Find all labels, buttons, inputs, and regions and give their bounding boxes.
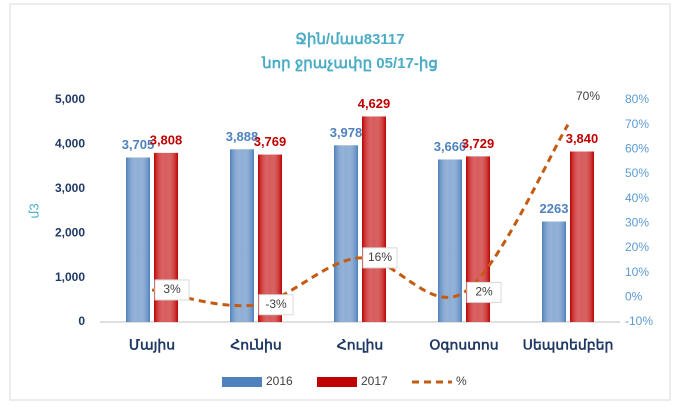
data-label: 2263 xyxy=(540,201,569,216)
x-tick-label: Մայիս xyxy=(129,337,175,354)
bar-shine xyxy=(362,116,386,322)
y2-tick-label: 20% xyxy=(625,240,649,254)
bar-shine xyxy=(230,149,254,322)
y2-tick-label: 80% xyxy=(625,92,649,106)
x-tick-label: Հունիս xyxy=(230,337,282,354)
label-box xyxy=(466,281,502,303)
data-label: 2% xyxy=(475,285,493,299)
y2-tick-label: 10% xyxy=(625,265,649,279)
y-tick-label: 3,000 xyxy=(55,181,85,195)
bar-shine xyxy=(542,221,566,322)
data-label: 3,840 xyxy=(566,131,599,146)
data-label: 3,769 xyxy=(254,134,287,149)
chart-title: Ջին/մաս83117 xyxy=(295,31,404,48)
data-label: 3,978 xyxy=(330,125,363,140)
label-box xyxy=(258,294,294,316)
y-tick-label: 2,000 xyxy=(55,225,85,239)
label-box xyxy=(154,279,190,301)
data-label: 16% xyxy=(368,250,392,264)
legend-swatch xyxy=(317,377,357,387)
data-label: 3,888 xyxy=(226,129,259,144)
legend-label: 2016 xyxy=(266,374,293,388)
y2-tick-label: 60% xyxy=(625,142,649,156)
y2-tick-label: 40% xyxy=(625,191,649,205)
bar-shine xyxy=(258,154,282,322)
legend-label: % xyxy=(456,374,467,388)
data-label: -3% xyxy=(265,297,287,311)
y2-tick-label: 30% xyxy=(625,216,649,230)
y-tick-label: 5,000 xyxy=(55,92,85,106)
data-label: 3,660 xyxy=(434,139,467,154)
label-box xyxy=(571,86,605,107)
y2-tick-label: 50% xyxy=(625,166,649,180)
data-label: 3% xyxy=(163,282,181,296)
x-tick-label: Սեպտեմբեր xyxy=(523,337,614,354)
bar-shine xyxy=(570,151,594,322)
y-tick-label: 4,000 xyxy=(55,137,85,151)
x-tick-label: Հուլիս xyxy=(337,337,384,354)
bar-shine xyxy=(126,157,150,322)
y2-tick-label: 0% xyxy=(625,290,643,304)
bar-shine xyxy=(334,145,358,322)
label-box xyxy=(362,247,398,269)
y-tick-label: 0 xyxy=(78,314,85,328)
data-label: 70% xyxy=(576,89,600,103)
y2-tick-label: 70% xyxy=(625,117,649,131)
legend-swatch xyxy=(222,377,262,387)
y2-tick-label: -10% xyxy=(625,314,653,328)
data-label: 3,808 xyxy=(150,132,183,147)
data-label: 3,705 xyxy=(122,137,155,152)
legend-label: 2017 xyxy=(361,374,388,388)
x-tick-label: Օգոստոս xyxy=(429,337,498,354)
y-axis-label: մ3 xyxy=(26,203,41,218)
data-label: 4,629 xyxy=(358,96,391,111)
data-label: 3,729 xyxy=(462,136,495,151)
chart-subtitle: նոր ջրաչափը 05/17-ից xyxy=(261,55,438,72)
y-tick-label: 1,000 xyxy=(55,270,85,284)
